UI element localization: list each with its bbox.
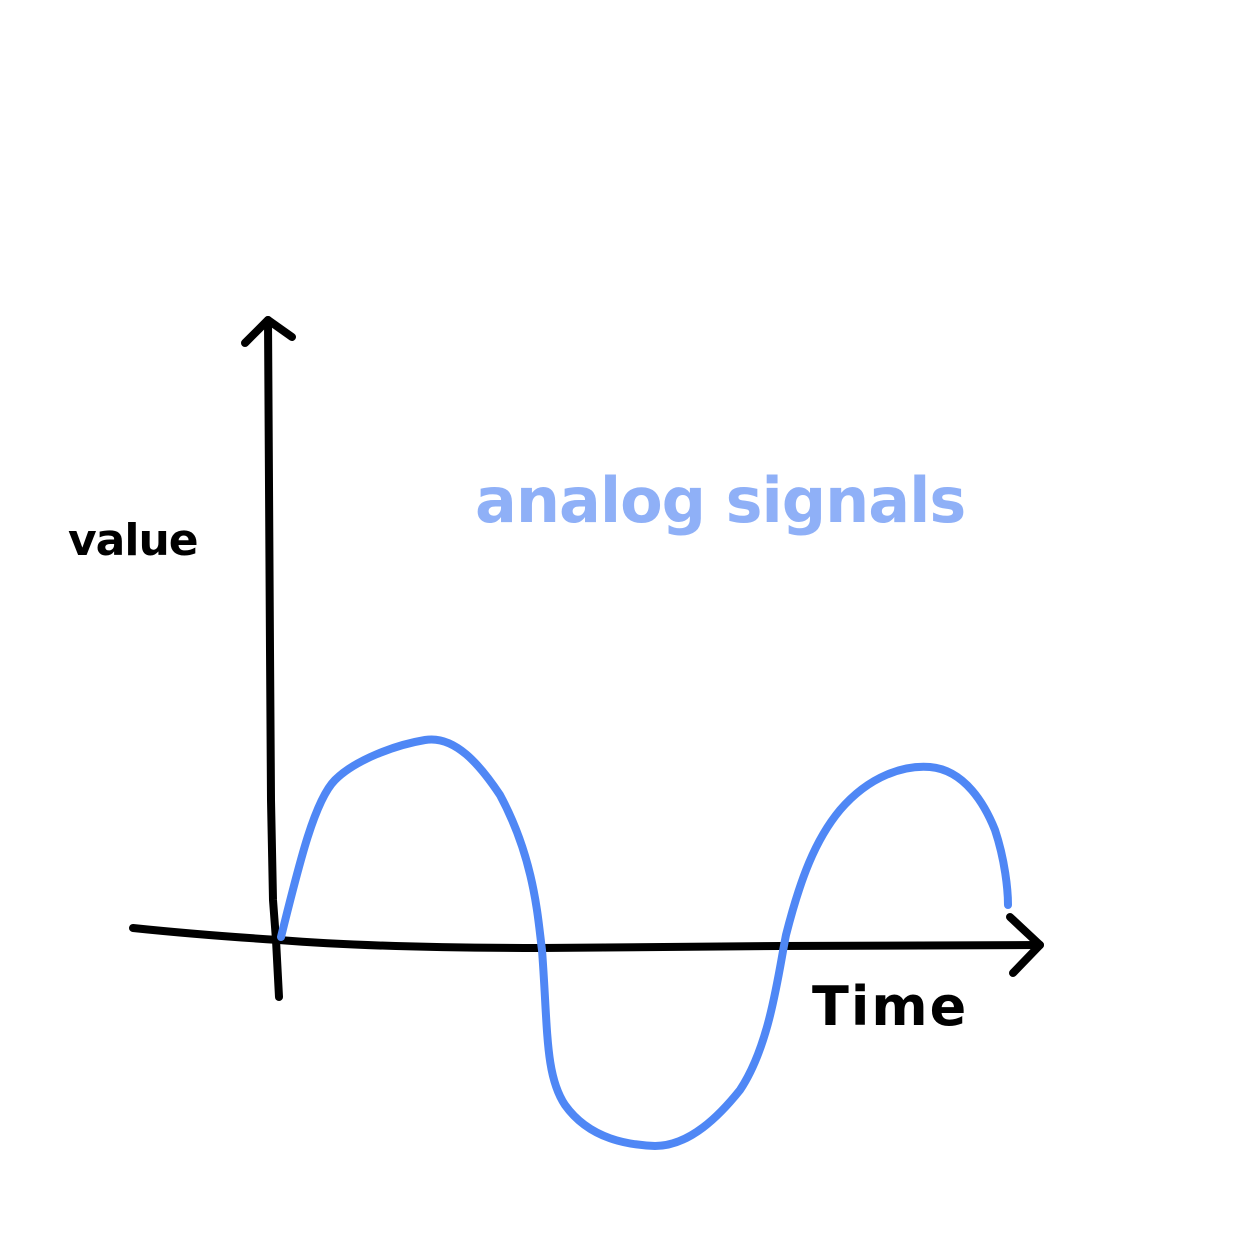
x-axis-line xyxy=(129,924,1044,952)
x-axis-label: Time xyxy=(812,975,968,1038)
x-axis-arrowhead xyxy=(1006,913,1044,977)
diagram-title: analog signals xyxy=(475,464,965,537)
y-axis-arrowhead xyxy=(241,316,296,347)
y-axis-line xyxy=(264,316,283,1001)
analog-signal-wave xyxy=(277,735,1012,1150)
y-axis-label: value xyxy=(68,515,198,566)
